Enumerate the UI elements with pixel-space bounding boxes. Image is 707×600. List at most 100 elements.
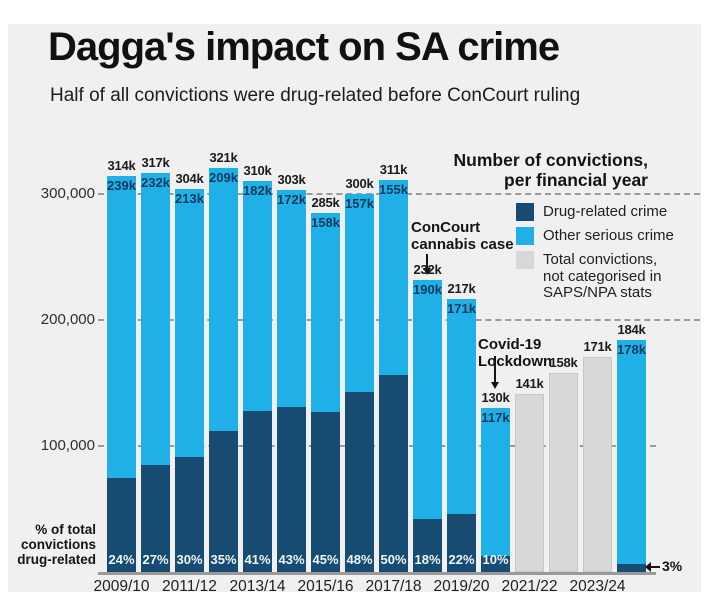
bar-segment-other-crime	[107, 176, 136, 478]
bar-segment-drug-crime	[311, 412, 340, 572]
covid-annotation: Covid-19 Lockdown	[478, 336, 553, 370]
bar-segment-other-crime	[413, 280, 442, 519]
legend-color-swatch	[516, 203, 534, 221]
bar-drug-pct-label: 43%	[278, 552, 305, 567]
page-subtitle: Half of all convictions were drug-relate…	[50, 85, 581, 106]
bar-total-label: 317k	[141, 155, 170, 170]
concourt-annotation: ConCourt cannabis case	[411, 219, 514, 253]
legend-label: Total convictions, not categorised in SA…	[543, 251, 662, 301]
bar-other-value-label: 239k	[107, 178, 136, 193]
bar-segment-other-crime	[447, 299, 476, 514]
bar-drug-pct-label: 22%	[448, 552, 475, 567]
bar-segment-drug-crime	[107, 478, 136, 572]
bar-segment-other-crime	[243, 181, 272, 411]
bar-segment-other-crime	[379, 180, 408, 375]
bar-total-label: 304k	[175, 171, 204, 186]
page-title: Dagga's impact on SA crime	[48, 25, 560, 69]
bar-segment-drug-crime	[277, 407, 306, 572]
chart-title: Number of convictions, per financial yea…	[453, 150, 648, 190]
down-arrow-icon	[426, 254, 428, 268]
bar-segment-drug-crime	[617, 564, 646, 572]
x-axis-tick-label: 2013/14	[229, 578, 286, 595]
bar-drug-pct-label: 45%	[312, 552, 339, 567]
bar-other-value-label: 232k	[141, 175, 170, 190]
down-arrow-icon	[423, 268, 431, 275]
y-axis-tick-label: 300,000	[40, 185, 95, 202]
bar-total-label: 158k	[549, 355, 578, 370]
bar-drug-pct-label: 41%	[244, 552, 271, 567]
legend-item: Other serious crime	[516, 227, 674, 245]
bar-other-value-label: 157k	[345, 196, 374, 211]
x-axis-tick-label: 2019/20	[433, 578, 490, 595]
bar-drug-pct-label: 18%	[414, 552, 441, 567]
bar-total-label: 303k	[277, 172, 306, 187]
bar-segment-drug-crime	[345, 392, 374, 572]
legend-color-swatch	[516, 251, 534, 269]
x-axis-tick-label: 2015/16	[297, 578, 354, 595]
legend-item: Total convictions, not categorised in SA…	[516, 251, 674, 302]
x-axis-tick-label: 2011/12	[162, 578, 217, 595]
bar-segment-other-crime	[311, 213, 340, 412]
bar-total-label: 300k	[345, 176, 374, 191]
bar-segment-other-crime	[141, 173, 170, 465]
bar-drug-pct-label: 27%	[142, 552, 169, 567]
y-axis-tick-label: 200,000	[40, 311, 95, 328]
bar-total-label: 310k	[243, 163, 272, 178]
left-axis-note: % of total convictions drug-related	[17, 522, 96, 567]
bar-drug-pct-label: 24%	[108, 552, 135, 567]
bar-drug-pct-label: 35%	[210, 552, 237, 567]
bar-segment-other-crime	[277, 190, 306, 407]
bar-segment-other-crime	[345, 194, 374, 392]
bar-other-value-label: 172k	[277, 192, 306, 207]
bar-other-value-label: 155k	[379, 182, 408, 197]
legend-item: Drug-related crime	[516, 203, 674, 221]
bar-drug-pct-label: 10%	[482, 552, 509, 567]
bar-total-label: 217k	[447, 281, 476, 296]
bar-segment-drug-crime	[379, 375, 408, 572]
down-arrow-icon	[491, 382, 499, 389]
bar-drug-pct-label: 50%	[380, 552, 407, 567]
bar-drug-pct-label: 48%	[346, 552, 373, 567]
bar-segment-other-crime	[617, 340, 646, 564]
bar-other-value-label: 209k	[209, 170, 238, 185]
bar-other-value-label: 158k	[311, 215, 340, 230]
bar-drug-pct-label: 30%	[176, 552, 203, 567]
bar-total-label: 311k	[379, 162, 408, 177]
bar-other-value-label: 171k	[447, 301, 476, 316]
bar-other-value-label: 178k	[617, 342, 646, 357]
bar-segment-other-crime	[209, 168, 238, 431]
bar-total-label: 321k	[209, 150, 238, 165]
left-arrow-icon	[645, 562, 651, 572]
x-axis-tick-label: 2023/24	[569, 578, 626, 595]
bar-other-value-label: 117k	[481, 410, 510, 425]
bar-segment-drug-crime	[413, 519, 442, 572]
bar-other-value-label: 213k	[175, 191, 204, 206]
x-axis-tick-label: 2021/22	[501, 578, 558, 595]
bar-total-label: 171k	[583, 339, 612, 354]
y-axis-tick-label: 100,000	[40, 437, 95, 454]
x-axis-tick-label: 2009/10	[93, 578, 150, 595]
bar-total-label: 141k	[515, 376, 544, 391]
bar-other-value-label: 182k	[243, 183, 272, 198]
bar-segment-uncategorised	[515, 394, 544, 572]
bar-total-label: 285k	[311, 195, 340, 210]
bar-segment-drug-crime	[243, 411, 272, 572]
down-arrow-icon	[494, 356, 496, 382]
grid-line	[98, 445, 656, 447]
bar-segment-drug-crime	[209, 431, 238, 572]
bar-other-value-label: 190k	[413, 282, 442, 297]
bar-segment-uncategorised	[549, 373, 578, 572]
legend-label: Other serious crime	[543, 227, 674, 244]
pct-callout-line	[650, 566, 660, 568]
x-axis-tick-label: 2017/18	[365, 578, 422, 595]
bar-segment-uncategorised	[583, 357, 612, 572]
bar-segment-drug-crime	[481, 556, 510, 572]
bar-segment-other-crime	[175, 189, 204, 457]
legend-color-swatch	[516, 227, 534, 245]
bar-total-label: 314k	[107, 158, 136, 173]
legend-label: Drug-related crime	[543, 203, 668, 220]
bar-segment-drug-crime	[141, 465, 170, 572]
bar-segment-other-crime	[481, 408, 510, 556]
bar-total-label: 232k	[413, 262, 442, 277]
